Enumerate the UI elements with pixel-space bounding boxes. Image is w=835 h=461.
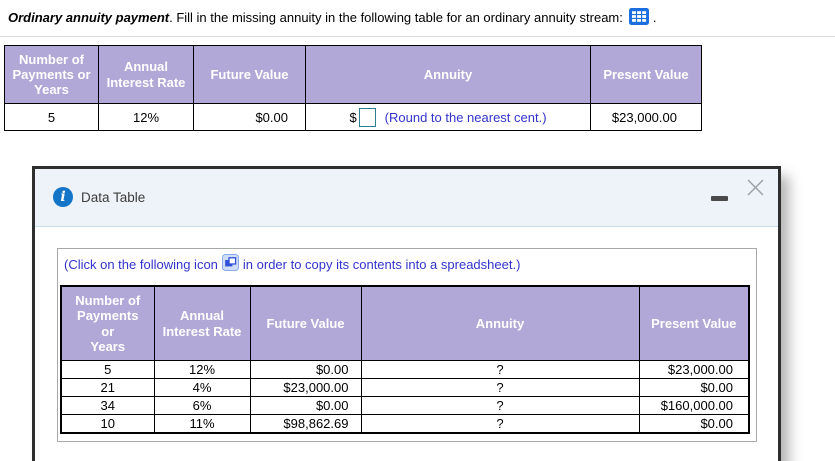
header-future-value: Future Value: [193, 45, 306, 104]
header-annual-interest-rate: Annual Interest Rate: [98, 45, 194, 104]
problem-title-suffix: .: [652, 10, 657, 25]
cell-years: 34: [60, 396, 155, 415]
table-row: 34 6% $0.00 ? $160,000.00: [60, 396, 750, 415]
modal-title: Data Table: [81, 190, 146, 205]
problem-title-rest: . Fill in the missing annuity in the fol…: [169, 10, 623, 25]
modal-content-box: (Click on the following icon in order to…: [57, 248, 757, 442]
data-table-modal: i Data Table (Click on the following ico…: [32, 166, 781, 461]
cell-present-value: $0.00: [638, 414, 750, 434]
annuity-input[interactable]: [358, 107, 376, 127]
spreadsheet-icon[interactable]: [628, 8, 649, 28]
divider: [0, 36, 835, 37]
problem-title-lead: Ordinary annuity payment: [8, 10, 170, 25]
answer-table-data-row: 5 12% $0.00 $ (Round to the nearest cent…: [4, 103, 702, 131]
modal-header: i Data Table: [35, 169, 778, 227]
answer-table: Number of Payments or Years Annual Inter…: [4, 45, 702, 131]
cell-future-value: $23,000.00: [249, 378, 362, 397]
header-present-value: Present Value: [638, 285, 750, 361]
cell-present-value: $160,000.00: [638, 396, 750, 415]
copy-icon[interactable]: [221, 254, 239, 274]
cell-rate: 6%: [153, 396, 251, 415]
cell-future-value: $0.00: [249, 360, 362, 379]
header-present-value: Present Value: [590, 45, 702, 104]
table-row: 21 4% $23,000.00 ? $0.00: [60, 378, 750, 397]
info-icon: i: [53, 187, 73, 207]
cell-rate: 11%: [153, 414, 251, 434]
cell-rate: 12%: [153, 360, 251, 379]
header-number-of-payments: Number of Payments or Years: [4, 45, 99, 104]
cell-annuity: ?: [360, 378, 640, 397]
currency-symbol: $: [349, 109, 357, 125]
table-row: 10 11% $98,862.69 ? $0.00: [60, 414, 750, 434]
cell-present-value: $23,000.00: [638, 360, 750, 379]
cell-future-value: $98,862.69: [249, 414, 362, 434]
close-button[interactable]: [745, 177, 766, 198]
cell-years: 10: [60, 414, 155, 434]
header-annual-interest-rate: Annual Interest Rate: [153, 285, 251, 361]
problem-title: Ordinary annuity payment. Fill in the mi…: [8, 8, 657, 28]
round-note: (Round to the nearest cent.): [384, 109, 547, 125]
cell-present-value: $0.00: [638, 378, 750, 397]
cell-future-value: $0.00: [193, 103, 306, 131]
copy-hint-before: (Click on the following icon: [64, 256, 218, 272]
cell-present-value: $23,000.00: [590, 103, 702, 131]
cell-annuity: ?: [360, 396, 640, 415]
header-future-value: Future Value: [249, 285, 362, 361]
cell-rate: 4%: [153, 378, 251, 397]
cell-years: 5: [60, 360, 155, 379]
cell-future-value: $0.00: [249, 396, 362, 415]
data-table-header-row: Number of Payments or Years Annual Inter…: [60, 285, 750, 361]
cell-annuity: ?: [360, 414, 640, 434]
copy-hint: (Click on the following icon in order to…: [64, 254, 520, 274]
header-annuity: Annuity: [360, 285, 640, 361]
header-annuity: Annuity: [305, 45, 591, 104]
copy-hint-after: in order to copy its contents into a spr…: [242, 256, 521, 272]
cell-annuity: $ (Round to the nearest cent.): [305, 103, 591, 131]
minimize-button[interactable]: [711, 196, 728, 201]
table-row: 5 12% $0.00 ? $23,000.00: [60, 360, 750, 379]
answer-table-header-row: Number of Payments or Years Annual Inter…: [4, 45, 702, 104]
cell-annuity: ?: [360, 360, 640, 379]
cell-rate: 12%: [98, 103, 194, 131]
cell-years: 5: [4, 103, 99, 131]
cell-years: 21: [60, 378, 155, 397]
data-table: Number of Payments or Years Annual Inter…: [60, 285, 750, 434]
header-number-of-payments: Number of Payments or Years: [60, 285, 155, 361]
